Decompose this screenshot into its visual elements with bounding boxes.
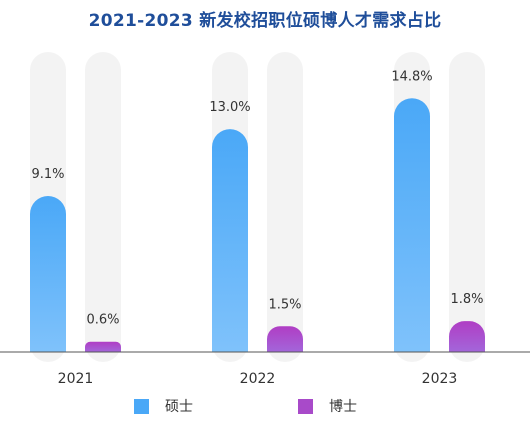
value-label-master-2023: 14.8%: [391, 69, 432, 84]
value-label-doctor-2022: 1.5%: [268, 297, 301, 312]
bar-doctor-2022: [267, 326, 303, 352]
legend-item-master: 硕士: [134, 396, 193, 416]
bar-track-doctor-2021: [85, 52, 121, 362]
legend-label-master: 硕士: [165, 399, 193, 415]
bar-doctor-2023: [449, 321, 485, 352]
x-tick-label-2022: 2022: [240, 371, 276, 387]
bar-master-2022: [212, 129, 248, 352]
legend-swatch-doctor: [298, 398, 313, 414]
bar-track-doctor-2023: [449, 52, 485, 362]
bar-master-2021: [30, 196, 66, 352]
bar-master-2023: [394, 98, 430, 353]
value-label-doctor-2021: 0.6%: [86, 313, 119, 328]
value-label-master-2022: 13.0%: [209, 100, 250, 115]
legend-label-doctor: 博士: [329, 399, 357, 415]
bar-track-doctor-2022: [267, 52, 303, 362]
legend-item-doctor: 博士: [298, 396, 357, 416]
x-tick-label-2021: 2021: [58, 371, 94, 387]
chart-title: 2021-2023 新发校招职位硕博人才需求占比: [88, 11, 442, 31]
x-tick-label-2023: 2023: [422, 371, 458, 387]
legend-swatch-master: [134, 398, 149, 414]
value-label-doctor-2023: 1.8%: [450, 292, 483, 307]
value-label-master-2021: 9.1%: [31, 167, 64, 182]
bar-doctor-2021: [85, 341, 121, 352]
